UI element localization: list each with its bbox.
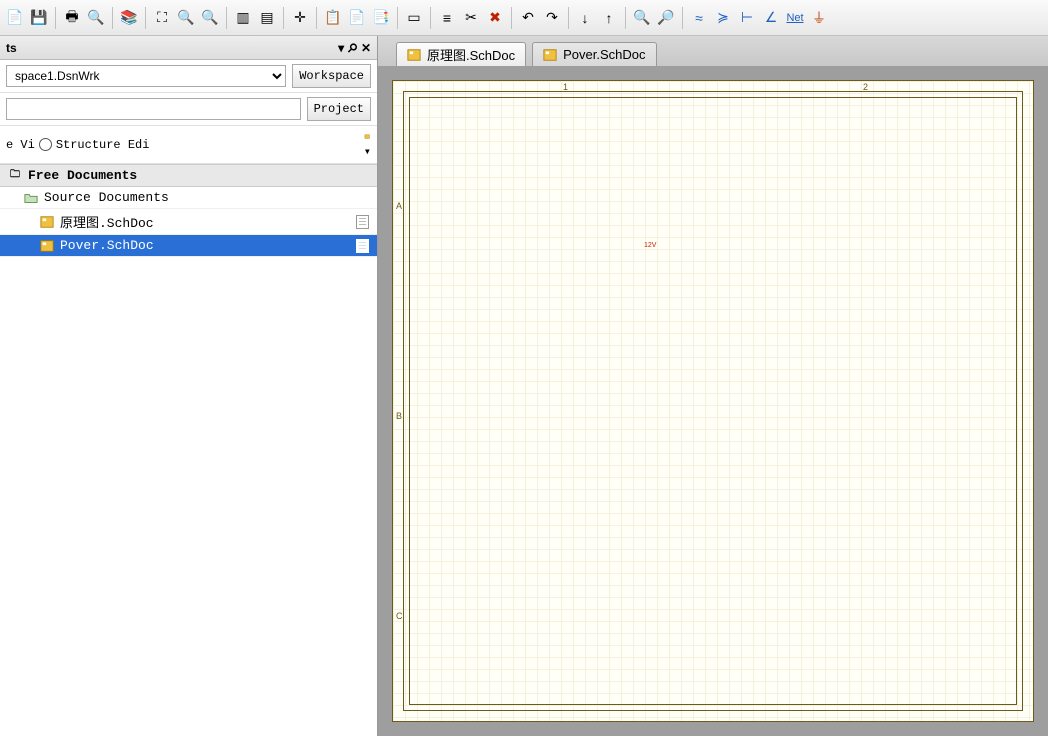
toolbar-print-icon[interactable]: 🖶 (61, 7, 83, 29)
sheet-icon (356, 215, 369, 229)
toolbar-layer2-icon[interactable]: ▤ (256, 7, 278, 29)
workspace-button[interactable]: Workspace (292, 64, 371, 88)
panel-pin-icon[interactable]: ⚲ (344, 39, 360, 55)
toolbar-probe-icon[interactable]: ⊢ (736, 7, 758, 29)
schematic-sheet: 1 2 A B C 3+12V21GNDP0Header 31+12V2-12V… (392, 80, 1034, 722)
main-toolbar: 📄💾🖶🔍📚⛶🔍🔍▥▤✛📋📄📑▭≡✂✖↶↷↓↑🔍🔎≈≽⊢∠Net⏚ (0, 0, 1048, 36)
toolbar-redo-icon[interactable]: ↷ (541, 7, 563, 29)
toolbar-zoom-out-icon[interactable]: 🔍 (199, 7, 221, 29)
editor-area: 原理图.SchDoc Pover.SchDoc 1 2 A B C 3+12V2… (378, 36, 1048, 736)
panel-title: ts (6, 41, 17, 55)
project-tree: 🗀 Free Documents Source Documents 原理图.Sc… (0, 164, 377, 736)
toolbar-preview-icon[interactable]: 🔍 (85, 7, 107, 29)
projects-panel: ts ▾ ⚲ ✕ space1.DsnWrk Workspace Project… (0, 36, 378, 736)
tree-doc-pover[interactable]: Pover.SchDoc (0, 235, 377, 257)
toolbar-paste-icon[interactable]: 📄 (346, 7, 368, 29)
toolbar-zoom-in-icon[interactable]: 🔍 (175, 7, 197, 29)
toolbar-align-icon[interactable]: ≡ (436, 7, 458, 29)
row-label-b: B (396, 411, 402, 421)
toolbar-select-icon[interactable]: ▭ (403, 7, 425, 29)
workspace-select[interactable]: space1.DsnWrk (6, 65, 286, 87)
col-label-2: 2 (863, 82, 868, 92)
project-input[interactable] (6, 98, 301, 120)
toolbar-paste2-icon[interactable]: 📑 (370, 7, 392, 29)
schematic-viewport[interactable]: 1 2 A B C 3+12V21GNDP0Header 31+12V2-12V… (378, 66, 1048, 736)
view-mode-row: e Vi Structure Edi ▾ (0, 126, 377, 164)
row-label-a: A (396, 201, 402, 211)
workspace-row: space1.DsnWrk Workspace (0, 60, 377, 93)
schematic-canvas: 3+12V21GNDP0Header 31+12V2-12V3+5V4-5V53… (409, 97, 709, 247)
project-button[interactable]: Project (307, 97, 371, 121)
schdoc-icon (40, 215, 54, 229)
panel-close-icon[interactable]: ✕ (361, 41, 371, 55)
toolbar-ground-icon[interactable]: ⏚ (808, 7, 830, 29)
project-row: Project (0, 93, 377, 126)
toolbar-book-icon[interactable]: 📚 (118, 7, 140, 29)
toolbar-up-icon[interactable]: ↑ (598, 7, 620, 29)
panel-titlebar: ts ▾ ⚲ ✕ (0, 36, 377, 60)
toolbar-find-icon[interactable]: 🔍 (631, 7, 653, 29)
document-tabs: 原理图.SchDoc Pover.SchDoc (378, 36, 1048, 66)
toolbar-layer1-icon[interactable]: ▥ (232, 7, 254, 29)
toolbar-cut-icon[interactable]: ✂ (460, 7, 482, 29)
toolbar-angle-icon[interactable]: ∠ (760, 7, 782, 29)
toolbar-icon-2[interactable]: ▾ (364, 130, 371, 159)
panel-menu-icon[interactable]: ▾ (338, 41, 344, 55)
schdoc-icon (407, 48, 421, 62)
toolbar-zoom-fit-icon[interactable]: ⛶ (151, 7, 173, 29)
toolbar-down-icon[interactable]: ↓ (574, 7, 596, 29)
toolbar-zoom-icon[interactable]: 🔎 (655, 7, 677, 29)
tab-schematic1[interactable]: 原理图.SchDoc (396, 42, 526, 66)
tab-pover[interactable]: Pover.SchDoc (532, 42, 656, 66)
sheet-icon (356, 239, 369, 253)
tree-doc-schematic1[interactable]: 原理图.SchDoc (0, 209, 377, 235)
toolbar-net-icon[interactable]: Net (784, 7, 806, 29)
view-radio2-label: Structure Edi (56, 138, 150, 152)
toolbar-undo-icon[interactable]: ↶ (517, 7, 539, 29)
toolbar-cross-icon[interactable]: ✛ (289, 7, 311, 29)
main-area: ts ▾ ⚲ ✕ space1.DsnWrk Workspace Project… (0, 36, 1048, 736)
workspace-icon: 🗀 (8, 169, 22, 183)
tree-source-docs[interactable]: Source Documents (0, 187, 377, 209)
view-radio-files[interactable] (39, 138, 52, 151)
col-label-1: 1 (563, 82, 568, 92)
toolbar-save-icon[interactable]: 💾 (28, 7, 50, 29)
toolbar-new-icon[interactable]: 📄 (4, 7, 26, 29)
toolbar-wave-icon[interactable]: ≈ (688, 7, 710, 29)
view-radio1-label: e Vi (6, 138, 35, 152)
toolbar-delete-icon[interactable]: ✖ (484, 7, 506, 29)
folder-icon (24, 191, 38, 205)
row-label-c: C (396, 611, 403, 621)
tree-root[interactable]: 🗀 Free Documents (0, 165, 377, 187)
schdoc-icon (40, 239, 54, 253)
schdoc-icon (543, 48, 557, 62)
toolbar-branch-icon[interactable]: ≽ (712, 7, 734, 29)
svg-text:12V: 12V (644, 242, 657, 247)
toolbar-copy-icon[interactable]: 📋 (322, 7, 344, 29)
